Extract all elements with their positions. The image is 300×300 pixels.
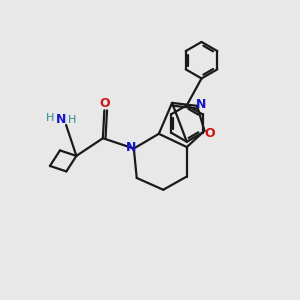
Text: H: H (68, 115, 77, 125)
Text: N: N (196, 98, 206, 111)
Text: H: H (46, 113, 54, 124)
Text: O: O (205, 127, 215, 140)
Text: N: N (126, 141, 136, 154)
Text: O: O (99, 97, 110, 110)
Text: N: N (56, 113, 66, 126)
